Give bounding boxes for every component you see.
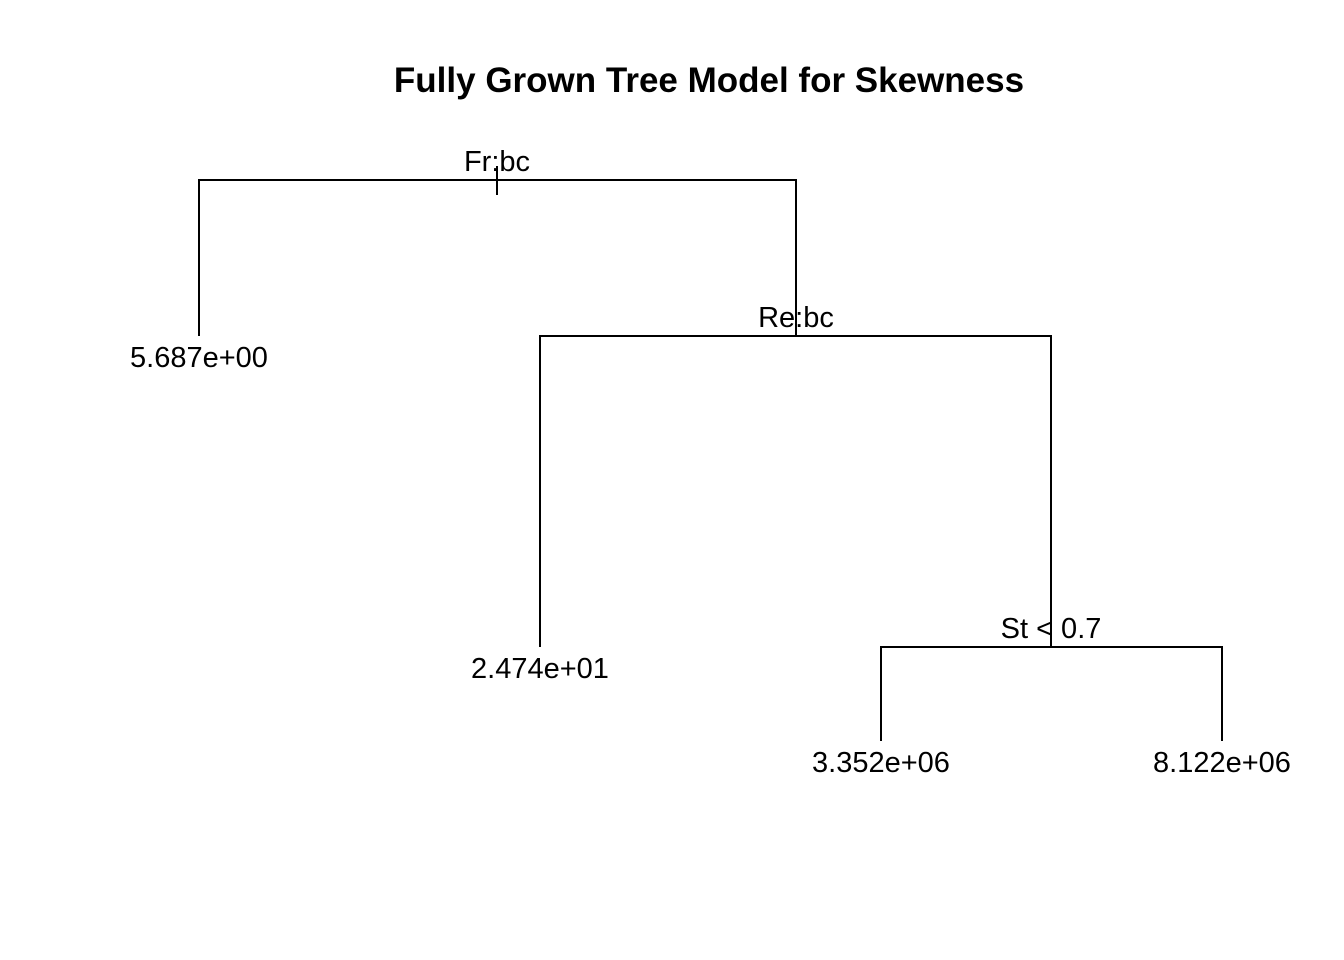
root-split: Fr:bc [198,146,797,336]
third-split: St < 0.7 [880,613,1223,741]
root-split-branch [198,179,797,336]
diagram-title: Fully Grown Tree Model for Skewness [394,61,1024,100]
leaf-middle-value: 2.474e+01 [471,653,609,685]
leaf-high-value: 8.122e+06 [1153,747,1291,779]
root-split-label: Fr:bc [464,146,530,178]
third-split-label: St < 0.7 [1001,613,1102,645]
second-split-label: Re:bc [758,302,834,334]
second-split: Re:bc [539,302,1052,647]
leaf-left-value: 5.687e+00 [130,342,268,374]
second-split-branch [539,335,1052,647]
third-split-branch [880,646,1223,741]
leaf-low-value: 3.352e+06 [812,747,950,779]
